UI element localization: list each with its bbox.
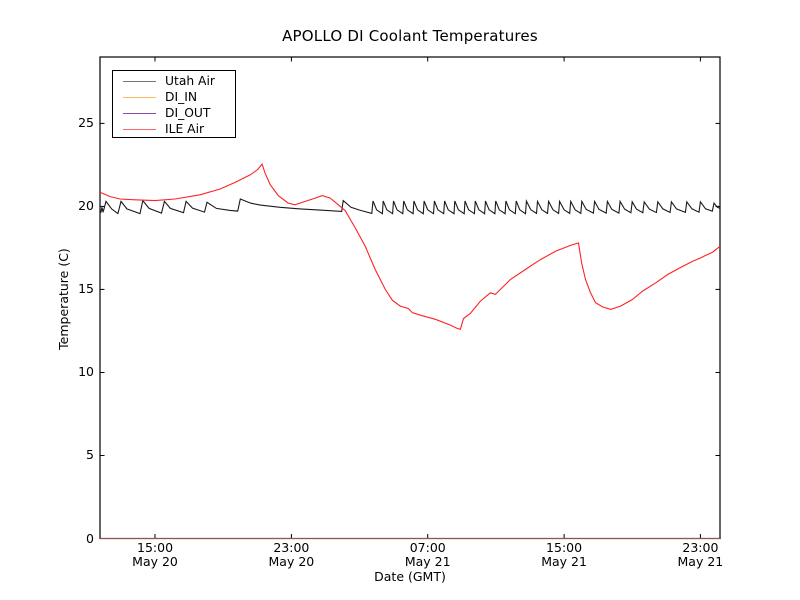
y-tick-label: 15 — [78, 281, 94, 297]
x-tick-label: 07:00 May 21 — [383, 541, 473, 569]
x-tick-label: 15:00 May 21 — [519, 541, 609, 569]
y-tick-label: 20 — [78, 198, 94, 214]
series-line-ile-air — [99, 162, 721, 330]
legend-label-utah-air: Utah Air — [165, 74, 215, 88]
series-line-utah-air — [99, 198, 721, 215]
chart-title: APOLLO DI Coolant Temperatures — [282, 27, 538, 45]
y-axis-label: Temperature (C) — [56, 248, 71, 350]
x-tick-label-date: May 20 — [132, 554, 178, 569]
x-tick-label: 23:00 May 20 — [246, 541, 336, 569]
x-tick-label: 15:00 May 20 — [110, 541, 200, 569]
x-tick-label-date: May 21 — [404, 554, 451, 569]
y-tick-label: 25 — [78, 115, 94, 131]
legend-item-utah-air: Utah Air — [113, 73, 235, 89]
y-tick-label: 5 — [86, 447, 94, 463]
legend-label-ile-air: ILE Air — [165, 122, 205, 136]
legend-item-ile-air: ILE Air — [113, 121, 235, 137]
x-tick-label-date: May 20 — [268, 554, 315, 569]
y-tick-label: 0 — [86, 530, 94, 546]
x-axis-label: Date (GMT) — [374, 569, 446, 584]
legend-box: Utah Air DI_IN DI_OUT ILE Air — [112, 70, 236, 138]
y-tick-label: 10 — [78, 364, 94, 380]
x-tick-label-date: May 21 — [541, 554, 587, 569]
legend-item-di-in: DI_IN — [113, 89, 235, 105]
x-tick-label: 23:00 May 21 — [655, 541, 745, 569]
legend-line-sample-ile-air — [123, 128, 156, 130]
legend-item-di-out: DI_OUT — [113, 105, 235, 121]
legend-line-sample-utah-air — [123, 80, 156, 82]
legend-label-di-in: DI_IN — [165, 90, 198, 104]
x-tick-label-date: May 21 — [677, 554, 724, 569]
legend-line-sample-di-out — [123, 112, 156, 114]
legend-line-sample-di-in — [123, 96, 156, 98]
legend-label-di-out: DI_OUT — [165, 106, 211, 120]
